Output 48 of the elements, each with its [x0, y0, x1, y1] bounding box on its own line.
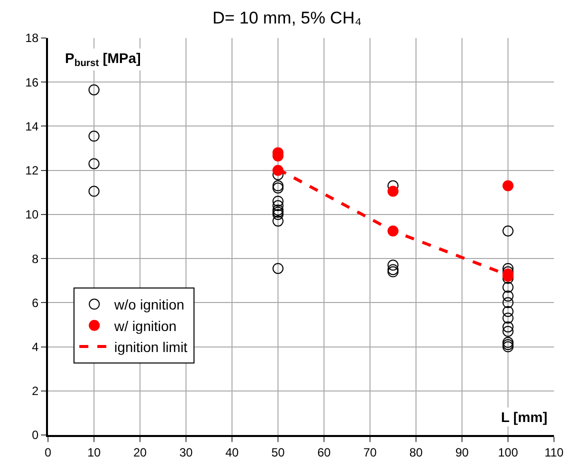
x-tick-label: 0 — [44, 445, 52, 460]
point — [88, 84, 100, 96]
point — [502, 306, 514, 317]
point — [388, 186, 398, 197]
point — [88, 186, 100, 197]
point — [88, 158, 100, 170]
y-tick-label: 18 — [25, 31, 39, 46]
point — [502, 290, 514, 302]
point — [502, 326, 514, 337]
legend-label: w/o ignition — [113, 296, 184, 313]
point — [88, 130, 100, 142]
y-tick-label: 0 — [32, 428, 39, 442]
legend-label: ignition limit — [114, 339, 188, 355]
y-tick-label: 2 — [32, 384, 39, 398]
x-axis-title: L [mm] — [501, 409, 548, 425]
point — [502, 336, 514, 348]
point — [272, 200, 284, 212]
point — [272, 262, 284, 274]
x-tick-label: 10 — [87, 445, 101, 460]
x-tick-label: 20 — [133, 445, 147, 460]
y-tick-label: 10 — [25, 208, 39, 222]
point — [502, 225, 514, 236]
point — [272, 216, 284, 227]
x-tick-label: 50 — [271, 445, 285, 460]
x-tick-label: 110 — [544, 445, 564, 460]
y-tick-label: 14 — [25, 119, 39, 134]
y-tick-label: 4 — [32, 340, 39, 354]
point — [502, 312, 514, 324]
point — [502, 321, 514, 332]
y-axis-title: P$_{burst}$ [MPa] — [65, 50, 141, 69]
x-tick-label: 90 — [455, 445, 469, 460]
y-tick-label: 12 — [25, 164, 39, 178]
x-tick-label: 60 — [317, 445, 331, 460]
point — [502, 297, 514, 308]
x-tick-label: 100 — [498, 445, 518, 460]
point — [388, 260, 398, 271]
x-tick-label: 40 — [225, 445, 239, 460]
y-tick-label: 6 — [32, 296, 39, 310]
x-tick-label: 30 — [179, 445, 193, 460]
legend-label: w/ ignition — [113, 318, 177, 334]
chart-title: D= 10 mm, 5% CH₄ — [212, 8, 362, 28]
x-tick-label: 80 — [409, 445, 423, 460]
point — [272, 196, 284, 207]
y-tick-label: 8 — [32, 252, 39, 266]
point — [502, 180, 514, 192]
x-tick-label: 70 — [363, 445, 377, 460]
point — [502, 282, 514, 293]
y-tick-label: 16 — [25, 75, 39, 90]
